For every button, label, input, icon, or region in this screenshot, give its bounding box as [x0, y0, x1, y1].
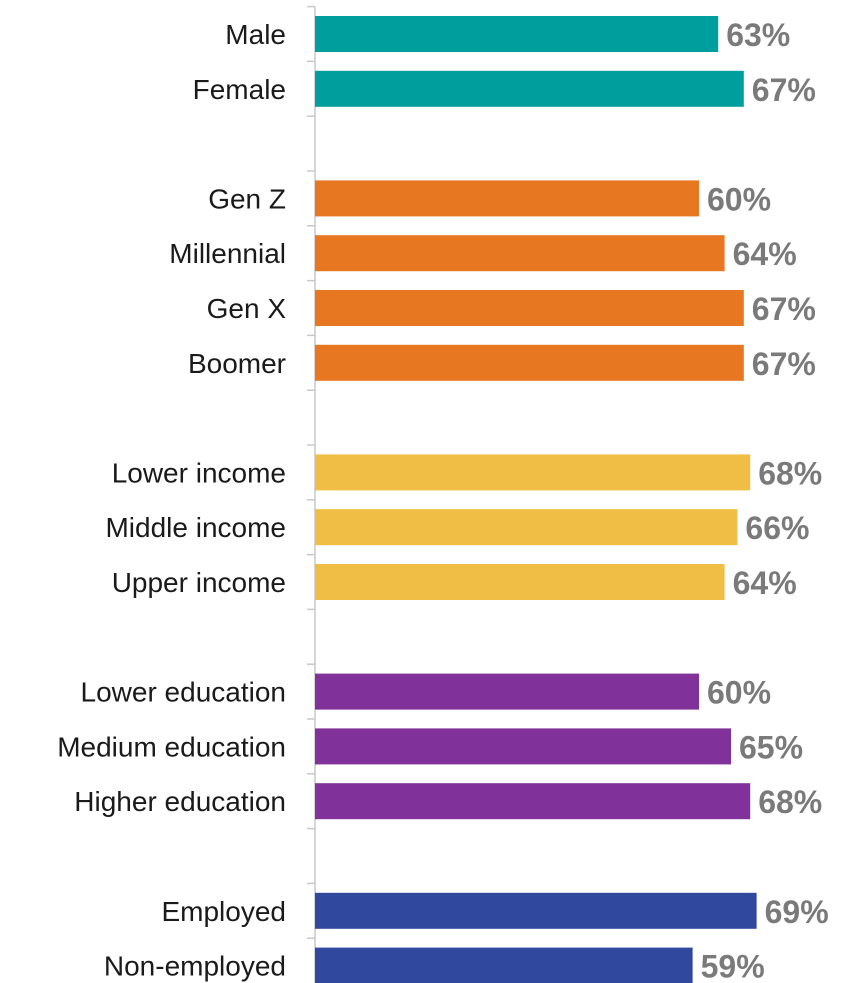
category-label: Gen Z [208, 183, 286, 214]
value-label: 59% [701, 949, 765, 983]
bars [315, 16, 757, 983]
bar-male [315, 16, 719, 52]
value-label: 67% [752, 346, 816, 382]
category-label: Employed [161, 896, 286, 927]
category-label: Female [193, 74, 286, 105]
category-label: Gen X [207, 293, 287, 324]
value-label: 60% [707, 675, 771, 711]
value-label: 67% [752, 72, 816, 108]
category-label: Medium education [57, 731, 286, 762]
category-label: Middle income [105, 512, 286, 543]
value-label: 64% [733, 565, 797, 601]
value-labels: 63% 67% 60% 64% 67% 67% 68% 66% 64% 60% 65% 68% 69%5… [701, 17, 829, 983]
bar-gen-x [315, 290, 744, 326]
value-label: 68% [758, 455, 822, 491]
value-label: 68% [758, 784, 822, 820]
bar-boomer [315, 344, 744, 381]
bar-employed [315, 892, 757, 929]
bar-middle-income [315, 509, 738, 546]
value-label: 63% [726, 17, 790, 53]
bar-higher-education [315, 783, 751, 820]
bar-female [315, 70, 744, 107]
bar-medium-education [315, 728, 731, 765]
value-label: 67% [752, 291, 816, 327]
category-label: Lower income [112, 457, 286, 488]
category-label: Boomer [188, 348, 286, 379]
value-label: 64% [733, 236, 797, 272]
bar-millennial [315, 235, 725, 272]
bar-upper-income [315, 564, 725, 600]
value-label: 65% [739, 729, 803, 765]
bar-lower-income [315, 454, 751, 491]
category-label: Upper income [112, 567, 286, 598]
bar-lower-education [315, 673, 699, 710]
category-label: Millennial [169, 238, 286, 269]
category-label: Higher education [74, 786, 286, 817]
bar-gen-z [315, 180, 699, 217]
category-label: Non-employed [104, 951, 286, 982]
value-label: 60% [707, 181, 771, 217]
category-label: Lower education [81, 677, 286, 708]
bar-non-employed [315, 947, 693, 983]
axis-ticks [307, 5, 315, 939]
value-label: 69% [765, 894, 829, 930]
category-label: Male [225, 19, 286, 50]
value-label: 66% [745, 510, 809, 546]
category-labels: Male Female Gen Z Millennial Gen X Boomer Lowe… [57, 19, 286, 982]
